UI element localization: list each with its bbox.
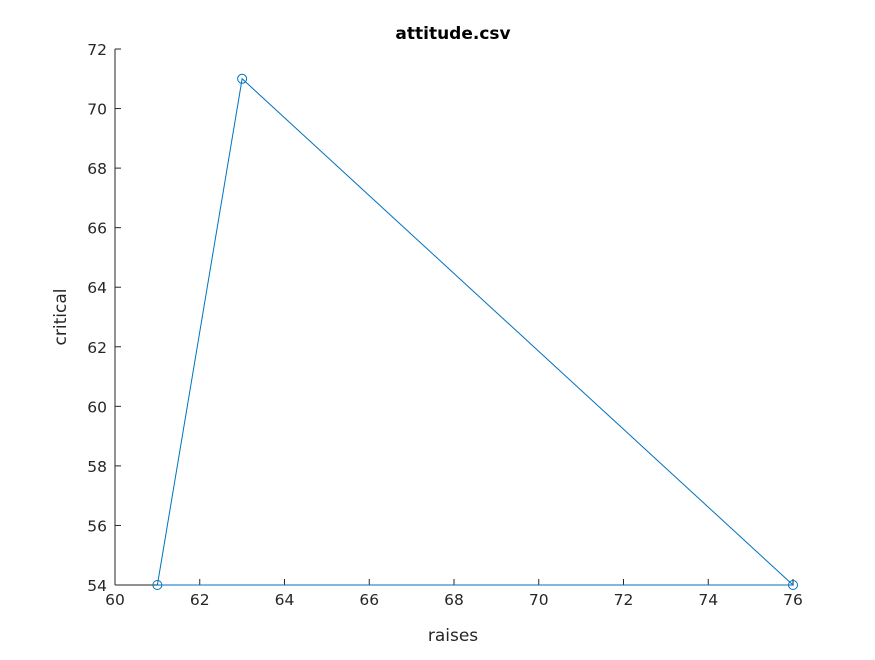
y-tick-label: 66 [87,220,107,238]
y-tick-label: 70 [87,101,107,119]
plot-area [152,73,798,590]
x-tick-label: 64 [275,591,295,609]
y-tick-label: 54 [87,577,107,595]
data-point [152,580,163,590]
x-tick-label: 66 [359,591,379,609]
x-tick-label: 76 [783,591,803,609]
series-line [156,77,795,586]
axes: 60 62 64 66 68 70 72 74 76 54 56 58 60 62 64 66 68 70 72 [87,41,803,609]
y-tick-label: 58 [87,458,107,476]
x-tick-label: 72 [614,591,634,609]
chart-title: attitude.csv [395,24,510,44]
y-axis-label: critical [51,289,71,346]
data-point [788,580,798,590]
x-axis-label: raises [428,626,478,646]
y-tick-label: 72 [87,41,107,59]
x-tick-label: 60 [105,591,125,609]
y-tick-label: 60 [87,398,107,416]
x-tick-label: 70 [529,591,549,609]
y-tick-label: 64 [87,279,107,297]
data-point [237,73,248,84]
y-tick-label: 68 [87,160,107,178]
x-tick-label: 62 [190,591,210,609]
y-tick-label: 56 [87,517,107,535]
x-tick-label: 68 [444,591,464,609]
y-tick-label: 62 [87,339,107,357]
x-tick-label: 74 [698,591,718,609]
